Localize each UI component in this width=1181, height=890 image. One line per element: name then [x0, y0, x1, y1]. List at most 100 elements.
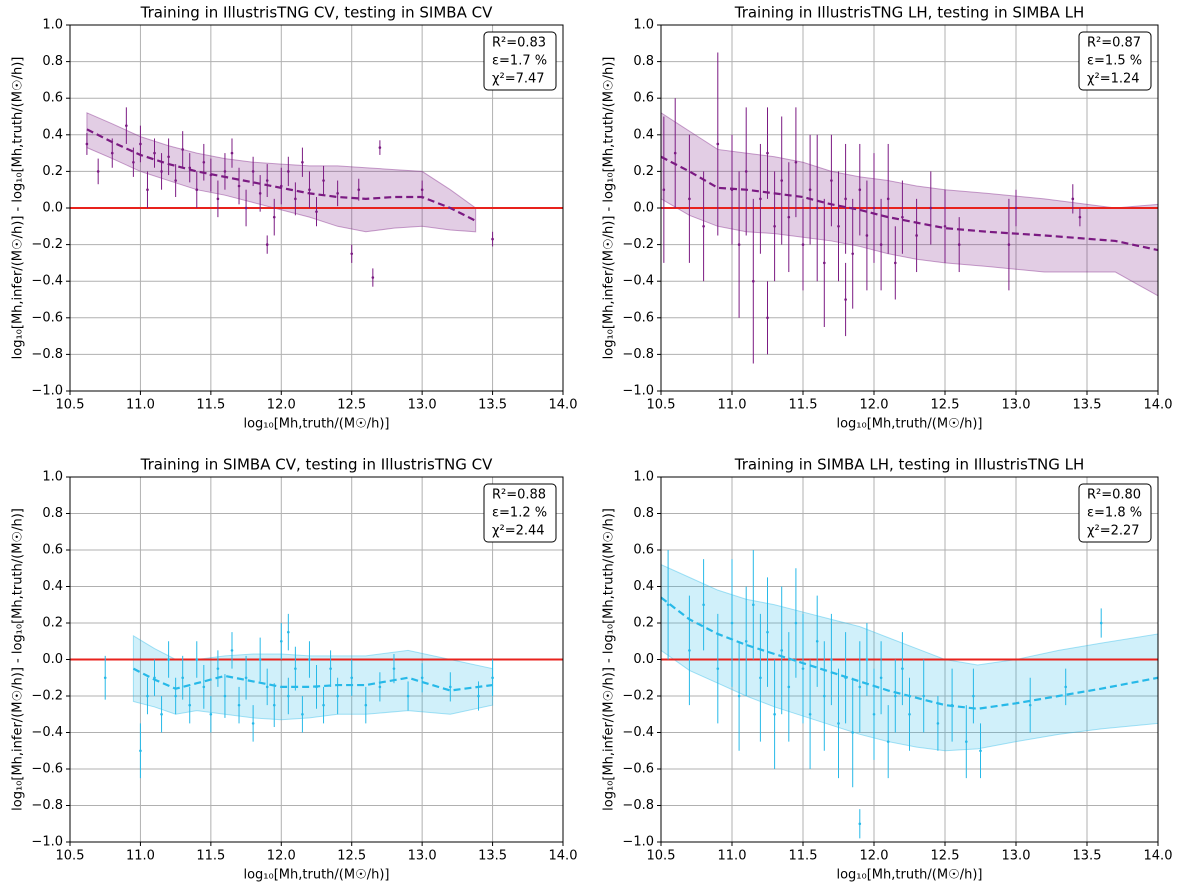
y-axis-label: log₁₀[Mh,infer/(M☉/h)] - log₁₀[Mh,truth/… — [11, 508, 26, 811]
mean-line — [132, 667, 493, 692]
y-tick-label: 0.6 — [633, 91, 654, 106]
data-point — [153, 151, 156, 155]
y-tick-label: −0.4 — [622, 725, 654, 740]
y-tick-label: −0.2 — [31, 689, 63, 704]
y-tick-label: −0.8 — [31, 347, 63, 362]
data-point — [420, 188, 424, 191]
data-point — [830, 658, 833, 661]
x-tick-label: 12.5 — [931, 849, 960, 864]
stats-text: R²=0.83 — [492, 36, 546, 51]
data-point — [181, 676, 184, 680]
data-point — [287, 630, 290, 634]
y-tick-label: −0.6 — [622, 762, 654, 777]
data-point — [265, 179, 269, 182]
x-tick-label: 11.5 — [789, 398, 818, 413]
data-point — [364, 703, 368, 707]
data-point — [908, 712, 911, 716]
y-tick-label: 1.0 — [42, 470, 63, 485]
data-point — [872, 206, 876, 210]
data-point — [794, 160, 798, 164]
data-point — [744, 639, 748, 643]
data-point — [167, 658, 170, 661]
stats-text: R²=0.87 — [1087, 36, 1141, 51]
data-point — [146, 694, 149, 698]
data-point — [350, 252, 354, 256]
data-point — [188, 703, 192, 707]
x-tick-label: 11.5 — [196, 849, 225, 864]
y-tick-label: −0.4 — [31, 725, 63, 740]
x-tick-label: 12.0 — [860, 398, 889, 413]
x-tick-label: 13.0 — [1002, 398, 1031, 413]
data-point — [223, 170, 227, 173]
stats-text: χ²=7.47 — [492, 72, 545, 87]
data-point — [287, 694, 290, 698]
data-point — [794, 621, 798, 625]
data-point — [702, 225, 705, 228]
x-tick-label: 11.5 — [196, 398, 225, 413]
data-point — [752, 603, 755, 607]
data-point — [336, 694, 339, 698]
subplot: Training in SIMBA LH, testing in Illustr… — [602, 456, 1173, 883]
data-point — [230, 151, 234, 155]
data-point — [688, 197, 691, 201]
x-tick-label: 10.5 — [647, 849, 676, 864]
data-point — [132, 160, 135, 164]
y-tick-label: 0.4 — [42, 579, 63, 594]
y-tick-label: 0.8 — [633, 54, 654, 69]
subplot: Training in SIMBA CV, testing in Illustr… — [11, 456, 578, 883]
y-tick-label: 0.6 — [42, 543, 63, 558]
data-point — [815, 206, 819, 210]
data-point — [139, 749, 142, 753]
y-tick-label: −0.6 — [31, 762, 63, 777]
y-tick-label: −0.4 — [31, 274, 63, 289]
stats-box — [483, 31, 557, 91]
stats-text: χ²=1.24 — [1087, 72, 1140, 87]
data-point — [308, 188, 311, 191]
data-point — [202, 685, 206, 689]
data-point — [766, 151, 769, 155]
data-point — [773, 225, 776, 228]
x-tick-label: 13.5 — [1073, 398, 1102, 413]
stats-box — [1078, 31, 1152, 91]
y-axis-label: log₁₀[Mh,infer/(M☉/h)] - log₁₀[Mh,truth/… — [11, 57, 26, 360]
x-tick-label: 12.0 — [267, 398, 296, 413]
data-point — [929, 206, 933, 210]
x-tick-label: 13.0 — [408, 849, 437, 864]
data-point — [315, 210, 318, 213]
data-point — [844, 197, 847, 201]
x-tick-label: 14.0 — [1144, 849, 1173, 864]
x-tick-label: 14.0 — [1144, 398, 1173, 413]
stats-text: χ²=2.44 — [492, 524, 545, 539]
y-tick-label: 0.0 — [633, 652, 654, 667]
y-axis-label: log₁₀[Mh,infer/(M☉/h)] - log₁₀[Mh,truth/… — [602, 508, 617, 811]
data-point — [865, 658, 869, 661]
std-band — [661, 112, 1158, 297]
x-tick-label: 12.5 — [337, 398, 366, 413]
data-point — [851, 731, 854, 734]
y-axis-label: log₁₀[Mh,infer/(M☉/h)] - log₁₀[Mh,truth/… — [602, 57, 617, 360]
y-tick-label: −0.2 — [622, 237, 654, 252]
data-point — [181, 148, 184, 151]
data-point — [943, 225, 947, 228]
data-point — [209, 712, 213, 716]
data-point — [1028, 703, 1032, 707]
stats-text: ε=1.8 % — [1087, 506, 1142, 521]
stats-box — [483, 483, 557, 543]
data-point — [936, 722, 940, 725]
data-point — [673, 151, 677, 155]
data-point — [85, 142, 89, 146]
data-point — [886, 740, 890, 743]
data-point — [491, 676, 494, 680]
data-point — [915, 234, 918, 237]
data-point — [837, 722, 840, 725]
data-point — [216, 667, 220, 670]
subplot-title: Training in IllustrisTNG CV, testing in … — [140, 4, 493, 22]
data-point — [125, 124, 128, 127]
data-point — [865, 234, 869, 237]
std-band — [132, 634, 494, 721]
y-tick-label: 0.6 — [42, 91, 63, 106]
data-point — [251, 170, 255, 173]
y-tick-label: 1.0 — [633, 470, 654, 485]
stats-text: χ²=2.27 — [1087, 524, 1140, 539]
y-tick-label: −1.0 — [622, 835, 654, 850]
